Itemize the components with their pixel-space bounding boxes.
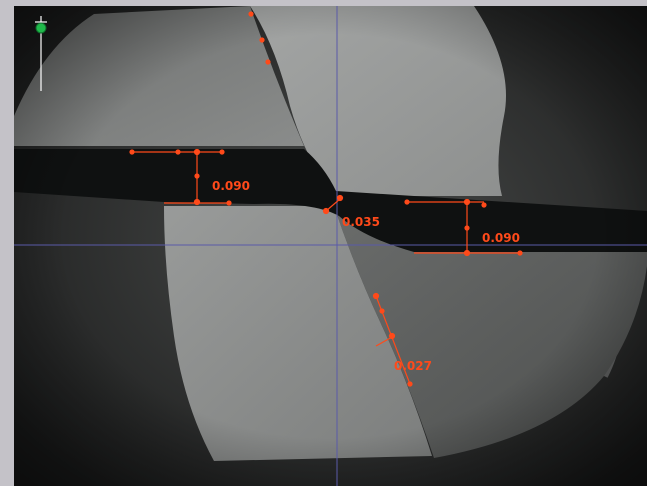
point[interactable] (372, 292, 380, 300)
point[interactable] (404, 199, 410, 205)
point[interactable] (129, 149, 135, 155)
point[interactable] (379, 308, 385, 314)
microscope-viewport[interactable]: 0.090 0.035 0.090 0.027 (14, 6, 647, 486)
point[interactable] (463, 198, 471, 206)
point[interactable] (219, 149, 225, 155)
point[interactable] (336, 194, 344, 202)
point[interactable] (407, 381, 413, 387)
point[interactable] (194, 173, 200, 179)
point[interactable] (322, 207, 330, 215)
point[interactable] (259, 37, 265, 43)
point[interactable] (226, 200, 232, 206)
measurement-overlays (129, 11, 523, 387)
magnified-image: 0.090 0.035 0.090 0.027 (14, 6, 647, 486)
vignette (14, 6, 647, 486)
point[interactable] (265, 59, 271, 65)
point[interactable] (464, 225, 470, 231)
point[interactable] (463, 249, 471, 257)
edge-angle-label: 0.027 (394, 359, 432, 373)
point[interactable] (481, 202, 487, 208)
point[interactable] (248, 11, 254, 17)
top-gap-label: 0.090 (212, 179, 250, 193)
point[interactable] (193, 198, 201, 206)
point[interactable] (175, 149, 181, 155)
center-offset-label: 0.035 (342, 215, 380, 229)
right-gap-label: 0.090 (482, 231, 520, 245)
point[interactable] (193, 148, 201, 156)
point[interactable] (517, 250, 523, 256)
point[interactable] (388, 332, 396, 340)
crosshair-pin-icon[interactable] (35, 16, 47, 91)
